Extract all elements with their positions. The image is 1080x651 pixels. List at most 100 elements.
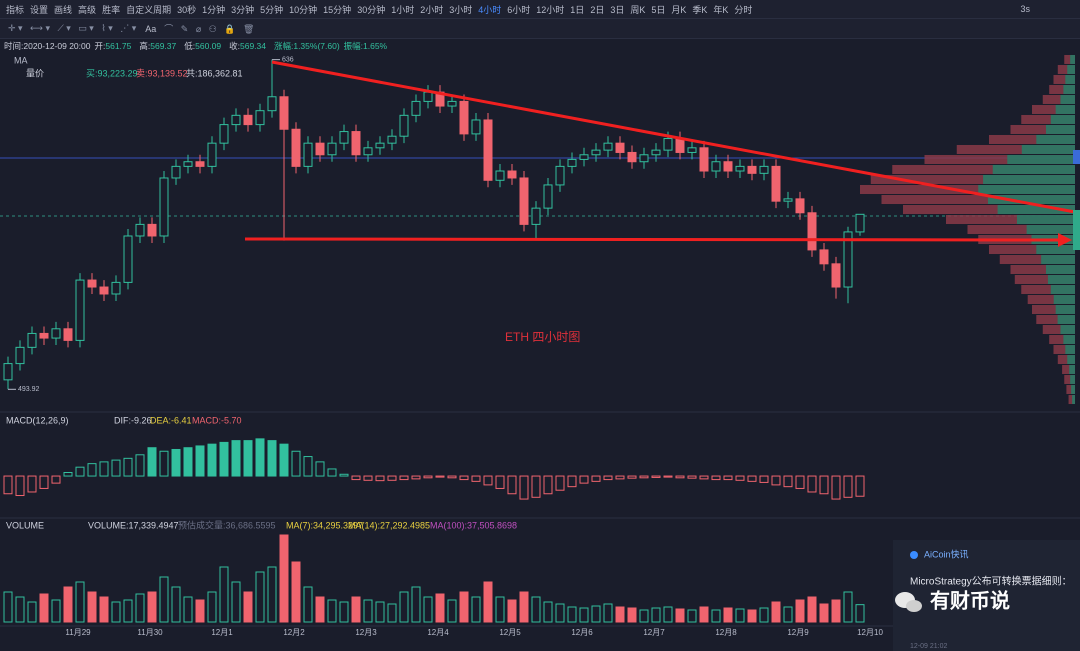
toolbar-item[interactable]: 2日 [590,4,605,15]
candle-body [699,147,709,172]
profile-sell [1064,375,1075,384]
toolbar-item[interactable]: 30分钟 [357,4,386,15]
profile-buy [1072,395,1075,404]
text-tool[interactable]: Aa [145,23,157,34]
profile-sell [1053,345,1075,354]
volume-bar [207,591,217,623]
candle-body [819,249,829,265]
toolbar-item[interactable]: 季K [692,4,708,15]
candle-body [327,142,337,156]
candle-body [63,328,73,341]
profile-buy [1007,155,1075,164]
profile-sell [1032,305,1075,314]
toolbar-item[interactable]: 3小时 [449,4,473,15]
candle-body [51,328,61,339]
profile-sell [1042,325,1075,334]
candle-body [159,177,169,237]
toolbar-item[interactable]: 月K [671,4,687,15]
macd-bar [855,475,865,497]
close-label: 收: [229,41,240,51]
toolbar-item[interactable]: 画线 [54,4,73,15]
toolbar-item[interactable]: 12小时 [536,4,565,15]
candle-body [735,165,745,172]
toolbar-item[interactable]: 5分钟 [260,4,284,15]
toolbar-item[interactable]: 10分钟 [289,4,318,15]
low-value: 560.09 [195,41,222,51]
macd-bar [711,475,721,481]
volume-bar [591,605,601,623]
volume-bar [423,596,433,623]
volume-bar [783,606,793,623]
candle-body [675,138,685,153]
toolbar-item[interactable]: 分时 [734,4,753,15]
toolbar-item[interactable]: 高级 [78,4,97,15]
toolbar-item[interactable]: 1分钟 [202,4,226,15]
high-label: 高: [139,41,151,51]
toolbar: 指标 设置 画线 高级 胜率 自定义周期 30秒 1分钟 3分钟 5分钟 10分钟 15分钟 30分钟 1… [0,0,1080,19]
candle-body [279,96,289,130]
volume-bar [147,591,157,623]
profile-buy [983,175,1075,184]
volume-bar [519,591,529,623]
toolbar-item[interactable]: 4小时 [478,4,502,15]
volume-bar [459,591,469,623]
toolbar-item[interactable]: 1小时 [391,4,415,15]
toolbar-item[interactable]: 胜率 [102,4,121,15]
candle-body [519,177,529,225]
profile-buy [1045,265,1075,274]
macd-bar [351,475,361,481]
volume-bar [747,609,757,623]
candle-body [147,223,157,237]
candle-body [591,149,601,156]
macd-bar [831,475,841,500]
profile-sell [1068,395,1075,404]
candle-body [723,161,733,172]
volume-bar [195,599,205,623]
volume-bar [435,593,445,623]
profile-sell [903,205,1075,214]
toolbar-item[interactable]: 15分钟 [323,4,352,15]
macd-bar [639,475,649,479]
volume-bar [579,607,589,623]
toolbar-item[interactable]: 2小时 [420,4,444,15]
news-icon [910,551,918,559]
support-line [244,237,1059,242]
news-popup[interactable] [893,540,1080,651]
macd-bar [3,475,13,495]
volume-bar [171,586,181,623]
candle-body [615,142,625,153]
toolbar-item[interactable]: 年K [713,4,729,15]
toolbar-item[interactable]: 指标 [6,4,25,15]
volume-bar [531,596,541,623]
candle-body [123,235,133,283]
toolbar-item[interactable]: 周K [630,4,646,15]
candle-body [747,165,757,174]
macd-bar [783,475,793,488]
volume-bar [603,603,613,623]
macd-bar [687,475,697,479]
toolbar-item[interactable]: 30秒 [177,4,197,15]
profile-buy [992,165,1075,174]
volume-bar [471,596,481,623]
toolbar-item[interactable]: 1日 [570,4,585,15]
change: 涨幅:1.35%(7.60) [273,41,340,51]
toolbar-item[interactable]: 3日 [610,4,625,15]
profile-sell [892,165,1075,174]
toolbar-item[interactable]: 自定义周期 [126,4,172,15]
candle-body [363,147,373,156]
volume-bar [795,599,805,623]
profile-sell [924,155,1075,164]
refresh-rate[interactable]: 3s [1020,4,1030,14]
toolbar-item[interactable]: 设置 [30,4,49,15]
volume-bar [99,596,109,623]
volume-ma14: MA(14):27,292.4985 [348,520,430,530]
macd-bar [99,461,109,477]
toolbar-item[interactable]: 3分钟 [231,4,255,15]
high-value: 569.37 [150,41,177,51]
toolbar-item[interactable]: 5日 [651,4,666,15]
volume-bar [507,599,517,623]
price-tag [1073,150,1080,164]
profile-buy [1069,365,1075,374]
toolbar-item[interactable]: 6小时 [507,4,531,15]
